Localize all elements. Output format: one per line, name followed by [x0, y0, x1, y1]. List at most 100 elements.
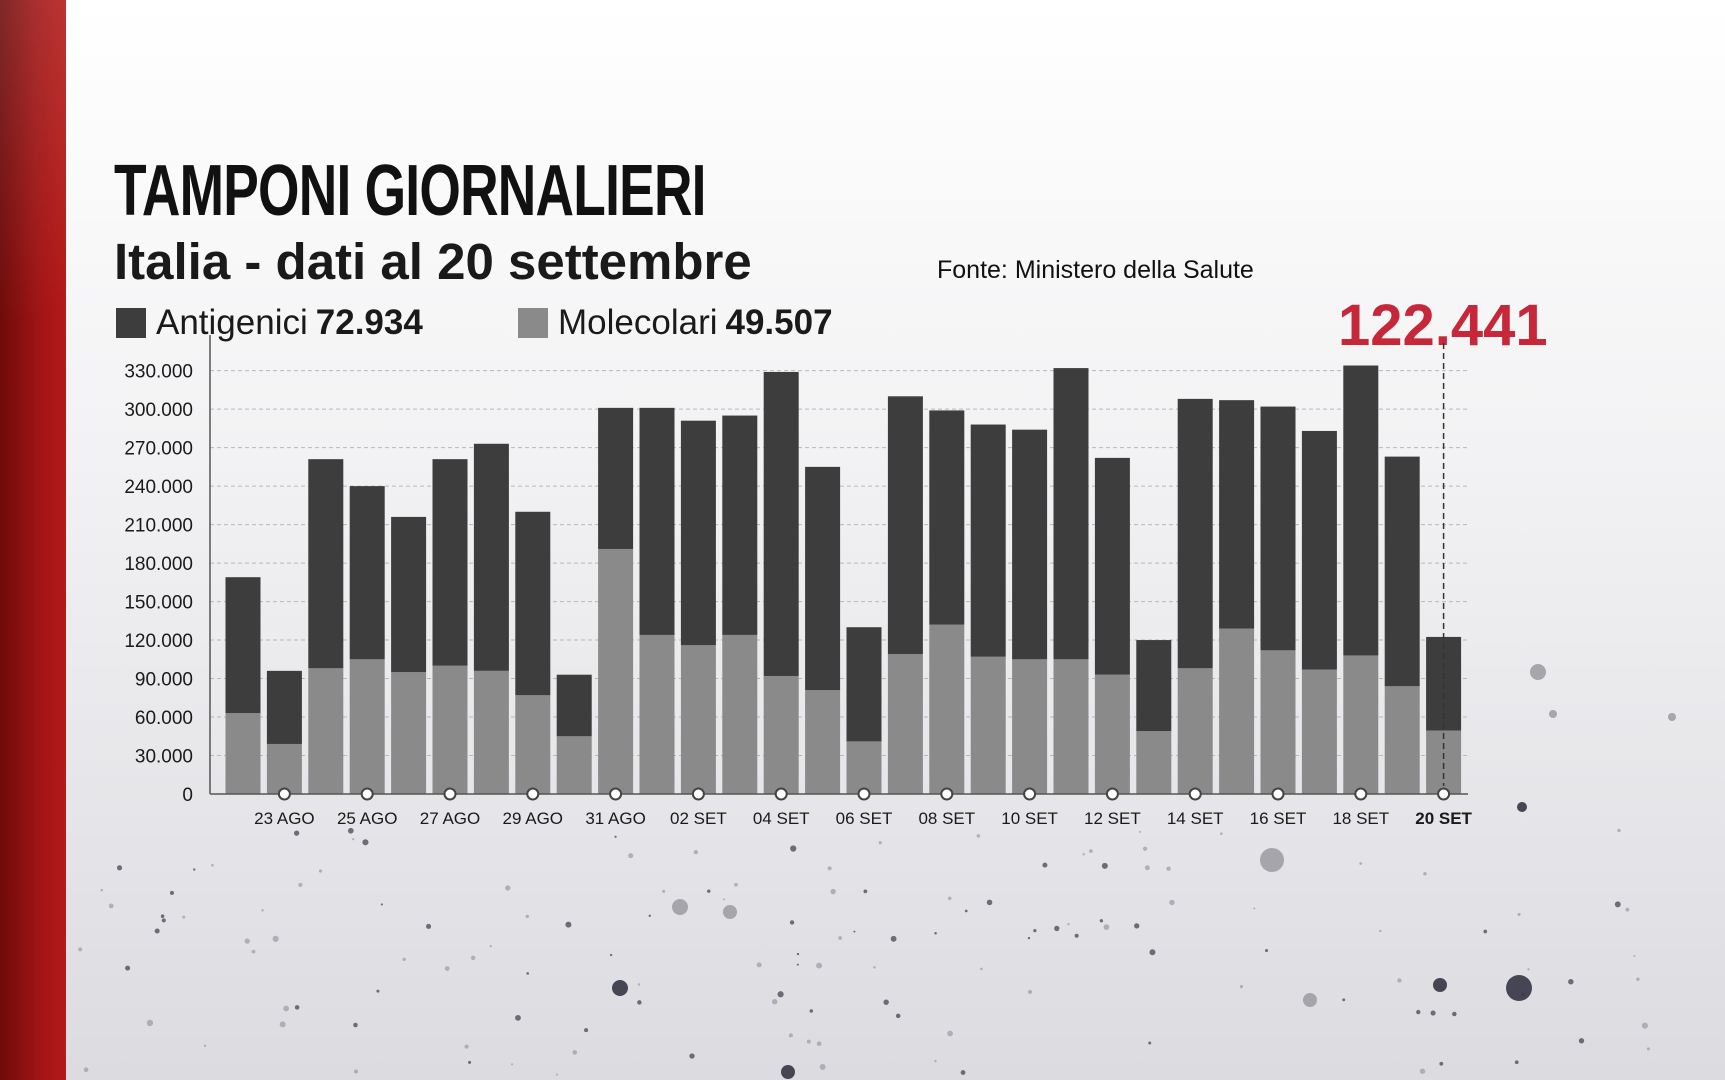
decorative-dot	[788, 1033, 793, 1038]
decorative-dot	[1549, 710, 1557, 718]
bar-antigenici-04-set	[763, 371, 799, 676]
bar-molecolari-01-set	[639, 634, 675, 794]
decorative-dot	[1042, 862, 1048, 868]
decorative-dot	[1082, 853, 1085, 856]
decorative-dot	[1139, 830, 1142, 833]
bar-molecolari-07-set	[887, 654, 923, 794]
x-tick-label: 14 SET	[1167, 809, 1224, 828]
decorative-dot	[609, 953, 613, 957]
decorative-dot	[272, 935, 279, 942]
decorative-dot	[796, 952, 800, 956]
decorative-dot	[161, 918, 166, 923]
x-tick-label: 12 SET	[1084, 809, 1141, 828]
chart-title: TAMPONI GIORNALIERI	[114, 151, 706, 231]
decorative-dot	[1303, 993, 1317, 1007]
decorative-dot	[511, 1063, 514, 1066]
bar-molecolari-13-set	[1136, 731, 1172, 794]
bar-molecolari-30-ago	[556, 736, 592, 794]
bar-molecolari-26-ago	[391, 672, 427, 794]
decorative-dot	[1103, 924, 1110, 930]
x-tick-label: 20 SET	[1415, 809, 1472, 828]
y-tick-label: 240.000	[124, 477, 193, 498]
bar-molecolari-02-set	[680, 645, 716, 794]
bar-molecolari-03-set	[722, 634, 758, 794]
decorative-dot	[402, 957, 406, 961]
bar-molecolari-22-ago	[225, 713, 261, 794]
decorative-dot	[809, 1009, 814, 1013]
bar-molecolari-09-set	[970, 656, 1006, 794]
legend-value-antigenici: 72.934	[315, 303, 423, 342]
y-tick-label: 90.000	[135, 670, 193, 691]
decorative-dot	[883, 999, 889, 1005]
decorative-dot	[1074, 933, 1079, 938]
y-tick-label: 210.000	[124, 516, 193, 537]
decorative-dot	[1419, 1068, 1426, 1074]
decorative-dot	[816, 962, 823, 969]
decorative-dot	[1625, 907, 1630, 912]
decorative-dot	[806, 1039, 811, 1044]
decorative-dot	[1239, 985, 1244, 989]
decorative-dot	[637, 983, 641, 986]
decorative-dot	[614, 835, 617, 838]
decorative-dot	[1521, 992, 1525, 997]
decorative-dot	[1646, 1047, 1650, 1051]
highlight-total-value: 122.441	[1338, 293, 1548, 358]
decorative-dot	[693, 850, 699, 855]
decorative-dot	[146, 1019, 154, 1027]
decorative-dot	[662, 889, 666, 893]
decorative-dot	[976, 834, 981, 838]
decorative-dot	[1633, 954, 1636, 958]
bar-molecolari-17-set	[1301, 669, 1337, 794]
decorative-dot	[352, 837, 355, 841]
bar-molecolari-05-set	[805, 690, 841, 794]
decorative-dot	[1099, 919, 1104, 923]
bar-molecolari-15-set	[1219, 628, 1255, 794]
decorative-dot	[934, 1059, 937, 1063]
x-tick-marker	[1271, 787, 1285, 801]
decorative-dot	[964, 909, 968, 913]
bar-antigenici-12-set	[1094, 457, 1130, 675]
decorative-dot	[890, 935, 897, 942]
decorative-dot	[1578, 1038, 1585, 1044]
y-tick-label: 120.000	[124, 631, 193, 652]
decorative-dot	[515, 1014, 521, 1021]
bar-molecolari-25-ago	[349, 659, 385, 794]
decorative-dot	[1089, 849, 1093, 854]
decorative-dot	[960, 1070, 966, 1075]
y-tick-label: 270.000	[124, 439, 193, 460]
legend-value-molecolari: 49.507	[725, 303, 833, 342]
decorative-dot	[525, 914, 530, 919]
bar-antigenici-18-set	[1343, 365, 1379, 656]
bar-antigenici-27-ago	[432, 459, 468, 666]
decorative-dot	[203, 1044, 207, 1048]
legend-swatch-antigenici	[116, 308, 146, 338]
decorative-dot	[873, 966, 876, 969]
decorative-dot	[1027, 936, 1031, 940]
decorative-dot	[947, 896, 952, 901]
decorative-dot	[298, 882, 303, 887]
decorative-dot	[283, 1005, 290, 1012]
bar-molecolari-16-set	[1260, 650, 1296, 794]
x-tick-label: 23 AGO	[254, 809, 314, 828]
decorative-dot	[464, 1044, 469, 1049]
x-tick-marker	[1105, 787, 1119, 801]
decorative-dot	[182, 915, 186, 919]
decorative-dot	[1359, 862, 1363, 865]
bar-antigenici-01-set	[639, 407, 675, 635]
bar-molecolari-29-ago	[515, 695, 551, 794]
x-tick-label: 02 SET	[670, 809, 727, 828]
bar-antigenici-08-set	[929, 410, 965, 625]
decorative-dot	[116, 865, 123, 871]
decorative-dot	[1517, 912, 1521, 916]
bar-antigenici-15-set	[1219, 400, 1255, 629]
decorative-dot	[293, 830, 300, 836]
x-tick-marker	[443, 787, 457, 801]
decorative-dot	[637, 1000, 642, 1005]
decorative-dot	[211, 863, 214, 867]
decorative-dot	[1614, 901, 1621, 908]
x-tick-marker	[1354, 787, 1368, 801]
decorative-dot	[1253, 907, 1256, 910]
bar-molecolari-04-set	[763, 675, 799, 794]
decorative-dot	[1514, 1060, 1519, 1065]
decorative-dot	[707, 889, 711, 893]
